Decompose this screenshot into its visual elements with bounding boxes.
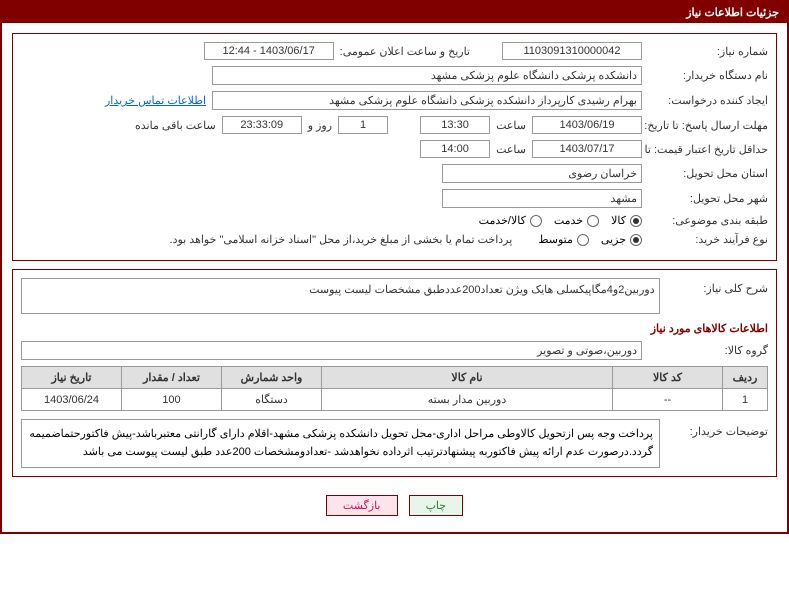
th-date: تاریخ نیاز	[22, 367, 122, 389]
row-buyer-org: نام دستگاه خریدار: دانشکده پزشکی دانشگاه…	[21, 66, 768, 85]
radio-service[interactable]: خدمت	[554, 214, 599, 227]
remaining-suffix-label: ساعت باقی مانده	[135, 119, 216, 132]
radio-circle-icon	[630, 234, 642, 246]
button-row: چاپ بازگشت	[12, 485, 777, 522]
description-fieldset: شرح کلی نیاز: اطلاعات کالاهای مورد نیاز …	[12, 269, 777, 477]
payment-note: پرداخت تمام یا بخشی از مبلغ خرید،از محل …	[170, 233, 513, 246]
need-number-value: 1103091310000042	[502, 42, 642, 60]
row-province: استان محل تحویل: خراسان رضوی	[21, 164, 768, 183]
th-unit: واحد شمارش	[222, 367, 322, 389]
row-process: نوع فرآیند خرید: جزیی متوسط پرداخت تمام …	[21, 233, 768, 246]
radio-minor-label: جزیی	[601, 233, 626, 246]
row-validity: حداقل تاریخ اعتبار قیمت: تا تاریخ: 1403/…	[21, 140, 768, 158]
back-button[interactable]: بازگشت	[326, 495, 398, 516]
th-name: نام کالا	[322, 367, 613, 389]
requester-label: ایجاد کننده درخواست:	[648, 94, 768, 107]
province-label: استان محل تحویل:	[648, 167, 768, 180]
content-area: شماره نیاز: 1103091310000042 تاریخ و ساع…	[2, 23, 787, 532]
row-buyer-notes: توضیحات خریدار: پرداخت وجه پس ازتحویل کا…	[21, 419, 768, 468]
goods-group-value: دوربین،صوتی و تصویر	[21, 341, 642, 360]
validity-time-value: 14:00	[420, 140, 490, 158]
radio-circle-icon	[587, 215, 599, 227]
table-cell-unit: دستگاه	[222, 389, 322, 411]
th-row: ردیف	[723, 367, 768, 389]
basic-info-fieldset: شماره نیاز: 1103091310000042 تاریخ و ساع…	[12, 33, 777, 261]
buyer-contact-link[interactable]: اطلاعات تماس خریدار	[105, 94, 206, 107]
process-label: نوع فرآیند خرید:	[648, 233, 768, 246]
table-header-row: ردیف کد کالا نام کالا واحد شمارش تعداد /…	[22, 367, 768, 389]
description-textarea[interactable]	[21, 278, 660, 314]
goods-table: ردیف کد کالا نام کالا واحد شمارش تعداد /…	[21, 366, 768, 411]
need-number-label: شماره نیاز:	[648, 45, 768, 58]
deadline-time-label: ساعت	[496, 119, 526, 132]
th-qty: تعداد / مقدار	[122, 367, 222, 389]
city-value: مشهد	[442, 189, 642, 208]
row-goods-group: گروه کالا: دوربین،صوتی و تصویر	[21, 341, 768, 360]
th-code: کد کالا	[613, 367, 723, 389]
radio-medium[interactable]: متوسط	[538, 233, 589, 246]
deadline-label: مهلت ارسال پاسخ: تا تاریخ:	[648, 119, 768, 132]
table-cell-name: دوربین مدار بسته	[322, 389, 613, 411]
table-cell-row: 1	[723, 389, 768, 411]
row-city: شهر محل تحویل: مشهد	[21, 189, 768, 208]
radio-goods-label: کالا	[611, 214, 626, 227]
announce-date-value: 1403/06/17 - 12:44	[204, 42, 334, 60]
validity-label: حداقل تاریخ اعتبار قیمت: تا تاریخ:	[648, 143, 768, 156]
row-deadline: مهلت ارسال پاسخ: تا تاریخ: 1403/06/19 سا…	[21, 116, 768, 134]
buyer-notes-text: پرداخت وجه پس ازتحویل کالاوطی مراحل ادار…	[21, 419, 660, 468]
process-radio-group: جزیی متوسط	[538, 233, 642, 246]
validity-date-value: 1403/07/17	[532, 140, 642, 158]
requester-value: بهرام رشیدی کارپرداز دانشکده پزشکی دانشگ…	[212, 91, 642, 110]
radio-minor[interactable]: جزیی	[601, 233, 642, 246]
main-panel: جزئیات اطلاعات نیاز شماره نیاز: 11030913…	[0, 0, 789, 534]
table-cell-date: 1403/06/24	[22, 389, 122, 411]
city-label: شهر محل تحویل:	[648, 192, 768, 205]
deadline-date-value: 1403/06/19	[532, 116, 642, 134]
announce-date-label: تاریخ و ساعت اعلان عمومی:	[340, 45, 470, 58]
category-radio-group: کالا خدمت کالا/خدمت	[479, 214, 642, 227]
radio-circle-icon	[577, 234, 589, 246]
radio-circle-icon	[530, 215, 542, 227]
radio-circle-icon	[630, 215, 642, 227]
remaining-days-value: 1	[338, 116, 388, 134]
radio-goods-service[interactable]: کالا/خدمت	[479, 214, 542, 227]
radio-medium-label: متوسط	[538, 233, 573, 246]
description-label: شرح کلی نیاز:	[666, 278, 768, 295]
row-requester: ایجاد کننده درخواست: بهرام رشیدی کارپردا…	[21, 91, 768, 110]
category-label: طبقه بندی موضوعی:	[648, 214, 768, 227]
radio-goods[interactable]: کالا	[611, 214, 642, 227]
validity-time-label: ساعت	[496, 143, 526, 156]
table-cell-code: --	[613, 389, 723, 411]
deadline-time-value: 13:30	[420, 116, 490, 134]
remaining-days-label: روز و	[308, 119, 332, 132]
buyer-org-label: نام دستگاه خریدار:	[648, 69, 768, 82]
table-row: 1--دوربین مدار بستهدستگاه1001403/06/24	[22, 389, 768, 411]
table-cell-qty: 100	[122, 389, 222, 411]
row-need-number: شماره نیاز: 1103091310000042 تاریخ و ساع…	[21, 42, 768, 60]
province-value: خراسان رضوی	[442, 164, 642, 183]
remaining-time-value: 23:33:09	[222, 116, 302, 134]
buyer-notes-label: توضیحات خریدار:	[668, 419, 768, 438]
row-description: شرح کلی نیاز:	[21, 278, 768, 314]
goods-group-label: گروه کالا:	[648, 344, 768, 357]
panel-title: جزئیات اطلاعات نیاز	[686, 7, 779, 19]
print-button[interactable]: چاپ	[409, 495, 464, 516]
goods-section-title: اطلاعات کالاهای مورد نیاز	[21, 322, 768, 335]
radio-service-label: خدمت	[554, 214, 583, 227]
radio-goods-service-label: کالا/خدمت	[479, 214, 526, 227]
buyer-org-value: دانشکده پزشکی دانشگاه علوم پزشکی مشهد	[212, 66, 642, 85]
row-category: طبقه بندی موضوعی: کالا خدمت کالا/خدمت	[21, 214, 768, 227]
panel-header: جزئیات اطلاعات نیاز	[2, 2, 787, 23]
